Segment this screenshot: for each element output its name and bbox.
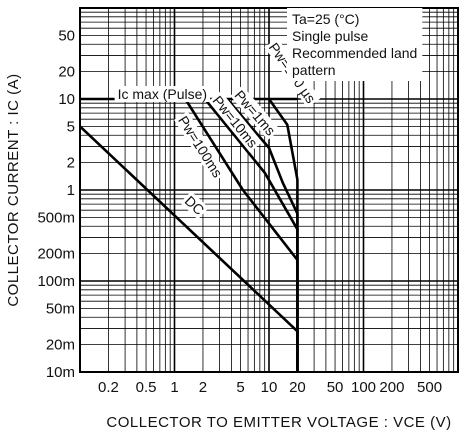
x-tick-label: 1 — [170, 379, 178, 396]
series-label-bg — [230, 85, 281, 141]
x-tick-label: 10 — [261, 379, 278, 396]
x-tick-label: 50 — [327, 379, 344, 396]
conditions-line: Single pulse — [292, 28, 368, 44]
y-tick-label: 50m — [46, 300, 75, 317]
x-axis-label: COLLECTOR TO EMITTER VOLTAGE : VCE (V) — [106, 414, 451, 431]
x-tick-label: 2 — [199, 379, 207, 396]
y-axis-label: COLLECTOR CURRENT : IC (A) — [5, 73, 22, 306]
y-tick-label: 20m — [46, 337, 75, 354]
y-tick-label: 50 — [58, 27, 75, 44]
y-tick-labels: 50 20 10 5 2 1 500m 200m 100m 50m 20m 10m — [37, 27, 75, 381]
series-label: DC — [182, 192, 208, 218]
x-tick-labels: 0.2 0.5 1 2 5 10 20 50 100 200 500 — [98, 379, 442, 396]
x-tick-label: 500 — [417, 379, 442, 396]
y-tick-label: 200m — [37, 246, 75, 263]
y-tick-label: 2 — [67, 155, 75, 172]
series-label: Ic max (Pulse) — [118, 86, 207, 102]
x-tick-label: 20 — [289, 379, 306, 396]
x-tick-label: 0.2 — [98, 379, 119, 396]
grid — [80, 8, 458, 372]
conditions-line: Ta=25 (°C) — [292, 11, 359, 27]
conditions-line: pattern — [292, 62, 336, 78]
plot-frame — [79, 7, 459, 373]
series-line — [184, 98, 299, 372]
x-tick-label: 5 — [236, 379, 244, 396]
series-label-bg — [180, 191, 209, 220]
series-label-bg — [114, 86, 211, 102]
series-label-bg — [174, 111, 227, 183]
y-tick-label: 1 — [67, 182, 75, 199]
series-line — [267, 98, 299, 372]
y-tick-label: 10 — [58, 91, 75, 108]
series-line — [79, 125, 299, 372]
conditions-line: Recommended land — [292, 45, 417, 61]
x-tick-label: 0.5 — [136, 379, 157, 396]
y-tick-label: 500m — [37, 209, 75, 226]
y-tick-label: 100m — [37, 273, 75, 290]
y-tick-label: 5 — [67, 118, 75, 135]
y-tick-label: 20 — [58, 64, 75, 81]
x-tick-label: 100 — [351, 379, 376, 396]
x-tick-label: 200 — [379, 379, 404, 396]
conditions-box — [287, 8, 423, 81]
series-label-bg — [208, 91, 263, 153]
y-tick-label: 10m — [46, 364, 75, 381]
